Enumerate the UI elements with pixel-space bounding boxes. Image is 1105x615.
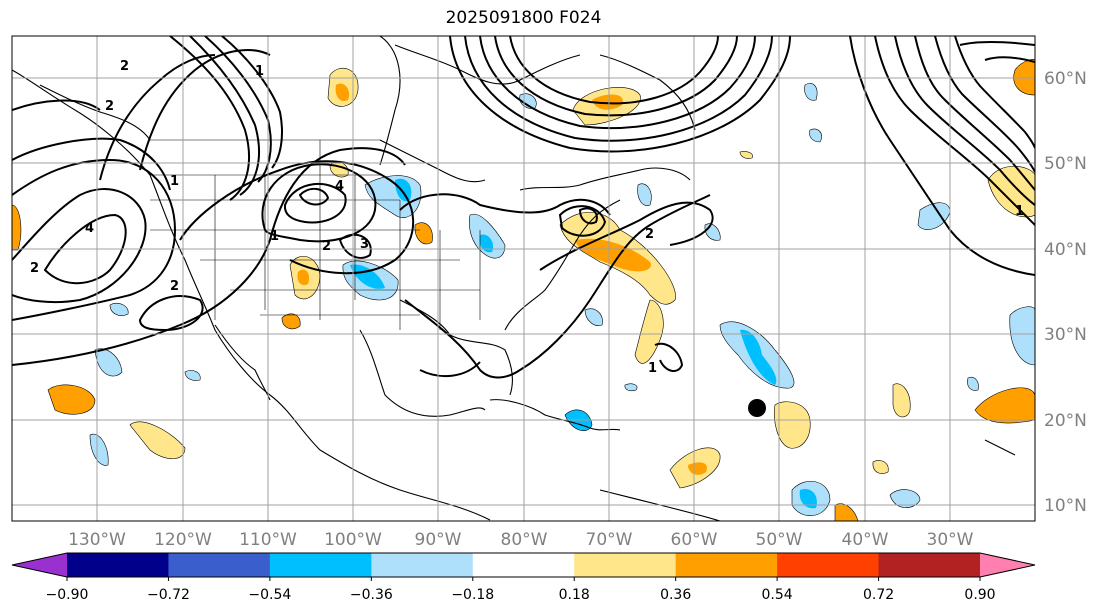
lon-label: 40°W [842,530,889,550]
colorbar-tick-label: −0.54 [248,587,291,603]
colorbar-segment [777,553,880,577]
lon-label: 70°W [586,530,633,550]
colorbar-tick-label: −0.18 [451,587,494,603]
colorbar-segment [371,553,474,577]
colorbar-segment [168,553,271,577]
contour-lines [12,36,1035,379]
contour-label: 2 [30,261,39,276]
lat-label: 40°N [1044,240,1087,260]
lat-label: 10°N [1044,496,1087,516]
lon-label: 100°W [324,530,382,550]
lon-label: 130°W [68,530,126,550]
map-title: 2025091800 F024 [445,8,602,28]
lon-label: 30°W [927,530,974,550]
latitude-labels: 60°N 50°N 40°N 30°N 20°N 10°N [1044,69,1087,516]
map-panel: 2 4 2 1 2 4 3 1 2 2 1 1 2 1 [12,36,1035,521]
colorbar-tick-label: 0.90 [964,587,995,603]
contour-labels: 2 4 2 1 2 4 3 1 2 2 1 1 2 1 [30,59,1024,376]
lon-label: 80°W [501,530,548,550]
contour-label: 1 [170,174,179,189]
lat-label: 60°N [1044,69,1087,89]
contour-label: 4 [335,179,344,194]
colorbar-segment [574,553,677,577]
colorbar-tick-label: −0.72 [147,587,190,603]
contour-label: 4 [85,221,94,236]
contour-label: 2 [322,239,331,254]
colorbar-extend-low [12,553,67,577]
storm-center-marker [748,399,766,417]
contour-label: 2 [120,59,129,74]
contour-label: 1 [255,64,264,79]
contour-label: 1 [648,361,657,376]
contour-label: 1 [270,229,279,244]
colorbar-tick-label: −0.90 [46,587,89,603]
colorbar-segment [675,553,778,577]
colorbar: −0.90 −0.72 −0.54 −0.36 −0.18 0.18 0.36 0.54 0.7… [11,552,1036,603]
lon-label: 120°W [154,530,212,550]
lon-label: 60°W [671,530,718,550]
colorbar-tick-label: 0.54 [762,587,793,603]
lat-label: 30°N [1044,325,1087,345]
colorbar-tick-label: 0.72 [863,587,894,603]
map-frame [11,35,1036,522]
lon-label: 50°W [756,530,803,550]
longitude-labels: 130°W 120°W 110°W 100°W 90°W 80°W 70°W 6… [68,530,974,550]
colorbar-segment [878,553,981,577]
lon-label: 110°W [239,530,297,550]
contour-label: 2 [105,99,114,114]
lat-label: 50°N [1044,154,1087,174]
contour-label: 1 [1015,204,1024,219]
colorbar-segment [269,553,372,577]
colorbar-tick-label: 0.18 [559,587,590,603]
contour-label: 2 [645,227,654,242]
colorbar-extend-high [980,553,1035,577]
lat-label: 20°N [1044,411,1087,431]
colorbar-segment [67,553,169,577]
colorbar-segment [472,553,575,577]
colorbar-tick-label: 0.36 [660,587,691,603]
graticule [12,36,1035,521]
lon-label: 90°W [415,530,462,550]
contour-label: 3 [360,237,369,252]
colorbar-tick-label: −0.36 [350,587,393,603]
contour-label: 2 [170,279,179,294]
